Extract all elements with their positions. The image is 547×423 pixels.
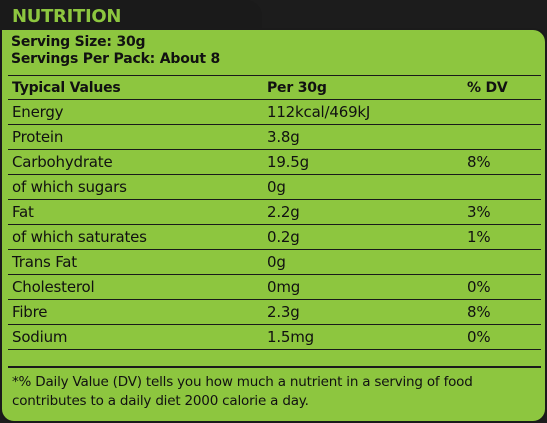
nutrient-name: Fat: [8, 199, 263, 225]
column-header-dv: % DV: [463, 75, 541, 100]
nutrient-name: of which saturates: [8, 224, 263, 250]
daily-value-percent: [463, 124, 541, 150]
daily-value-percent: 0%: [463, 274, 541, 300]
daily-value-percent: 1%: [463, 224, 541, 250]
daily-value-percent: [463, 174, 541, 200]
table-header-row: Typical Values Per 30g % DV: [8, 75, 541, 100]
nutrition-panel: Serving Size: 30g Servings Per Pack: Abo…: [0, 28, 547, 423]
per-serving-value: 0g: [263, 174, 463, 200]
daily-value-percent: 3%: [463, 199, 541, 225]
daily-value-percent: 8%: [463, 149, 541, 175]
per-serving-value: 2.3g: [263, 299, 463, 325]
nutrition-title-tab: NUTRITION INFORMATION: [0, 0, 262, 61]
per-serving-value: 0g: [263, 249, 463, 275]
column-header-per-30g: Per 30g: [263, 75, 463, 100]
daily-value-percent: [463, 99, 541, 125]
column-header-typical-values: Typical Values: [8, 75, 263, 100]
table-row: Trans Fat 0g: [8, 249, 541, 275]
table-row: Carbohydrate 19.5g 8%: [8, 149, 541, 175]
serving-info: Serving Size: 30g Servings Per Pack: Abo…: [11, 34, 220, 68]
nutrient-name: Trans Fat: [8, 249, 263, 275]
table-row: Fat 2.2g 3%: [8, 199, 541, 225]
table-row: Fibre 2.3g 8%: [8, 299, 541, 325]
serving-size: Serving Size: 30g: [11, 34, 146, 50]
table-row: Sodium 1.5mg 0%: [8, 324, 541, 350]
nutrient-name: Cholesterol: [8, 274, 263, 300]
nutrient-name: of which sugars: [8, 174, 263, 200]
table-row: of which sugars 0g: [8, 174, 541, 200]
nutrition-table: Typical Values Per 30g % DV Energy 112kca…: [8, 75, 541, 350]
per-serving-value: 1.5mg: [263, 324, 463, 350]
per-serving-value: 19.5g: [263, 149, 463, 175]
per-serving-value: 0mg: [263, 274, 463, 300]
nutrient-name: Carbohydrate: [8, 149, 263, 175]
table-row: Cholesterol 0mg 0%: [8, 274, 541, 300]
nutrient-name: Fibre: [8, 299, 263, 325]
daily-value-percent: [463, 249, 541, 275]
nutrient-name: Protein: [8, 124, 263, 150]
per-serving-value: 112kcal/469kJ: [263, 99, 463, 125]
table-row: Energy 112kcal/469kJ: [8, 99, 541, 125]
per-serving-value: 2.2g: [263, 199, 463, 225]
daily-value-percent: 0%: [463, 324, 541, 350]
nutrient-name: Sodium: [8, 324, 263, 350]
dv-footnote: *% Daily Value (DV) tells you how much a…: [8, 366, 541, 411]
per-serving-value: 3.8g: [263, 124, 463, 150]
table-row: Protein 3.8g: [8, 124, 541, 150]
daily-value-percent: 8%: [463, 299, 541, 325]
table-row: of which saturates 0.2g 1%: [8, 224, 541, 250]
servings-per-pack: Servings Per Pack: About 8: [11, 51, 221, 67]
per-serving-value: 0.2g: [263, 224, 463, 250]
nutrient-name: Energy: [8, 99, 263, 125]
